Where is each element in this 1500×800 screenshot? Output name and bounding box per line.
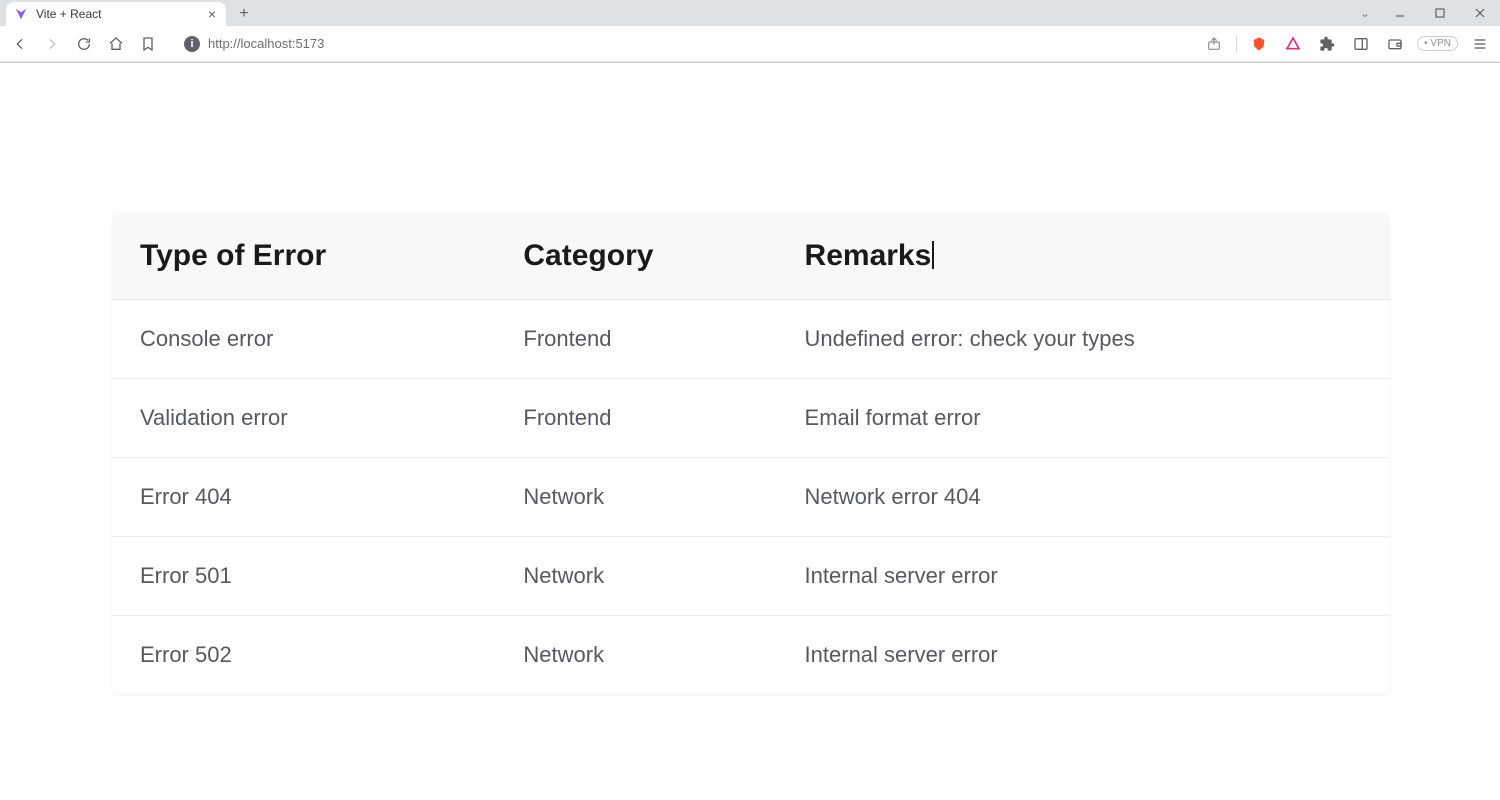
- table-row: Error 404 Network Network error 404: [112, 458, 1390, 537]
- maximize-button[interactable]: [1420, 0, 1460, 26]
- nav-forward-button[interactable]: [40, 32, 64, 56]
- cell-type: Error 502: [112, 616, 495, 695]
- vite-favicon-icon: [14, 7, 28, 21]
- tab-title: Vite + React: [36, 7, 101, 21]
- window-close-button[interactable]: [1460, 0, 1500, 26]
- text-cursor: [932, 241, 934, 269]
- nav-back-button[interactable]: [8, 32, 32, 56]
- cell-remarks: Undefined error: check your types: [777, 300, 1390, 379]
- browser-chrome: Vite + React × + ⌄: [0, 0, 1500, 63]
- table-row: Error 502 Network Internal server error: [112, 616, 1390, 695]
- vpn-badge[interactable]: • VPN: [1417, 36, 1458, 51]
- extensions-icon[interactable]: [1315, 32, 1339, 56]
- separator: [1236, 35, 1237, 53]
- cell-type: Console error: [112, 300, 495, 379]
- site-info-icon[interactable]: i: [184, 36, 200, 52]
- col-header-remarks-text: Remarks: [805, 239, 932, 272]
- cell-category: Frontend: [495, 300, 776, 379]
- browser-toolbar: i http://localhost:5173 • VPN: [0, 26, 1500, 62]
- home-button[interactable]: [104, 32, 128, 56]
- close-tab-icon[interactable]: ×: [208, 7, 216, 21]
- col-header-category: Category: [495, 213, 776, 300]
- toolbar-right: • VPN: [1202, 32, 1492, 56]
- table-row: Error 501 Network Internal server error: [112, 537, 1390, 616]
- cell-category: Network: [495, 616, 776, 695]
- table-row: Console error Frontend Undefined error: …: [112, 300, 1390, 379]
- minimize-button[interactable]: [1380, 0, 1420, 26]
- url-text: http://localhost:5173: [208, 36, 324, 51]
- cell-category: Network: [495, 458, 776, 537]
- cell-remarks: Network error 404: [777, 458, 1390, 537]
- error-table: Type of Error Category Remarks Console e…: [112, 213, 1390, 694]
- tab-strip: Vite + React × + ⌄: [0, 0, 1500, 26]
- table-row: Validation error Frontend Email format e…: [112, 379, 1390, 458]
- brave-shield-icon[interactable]: [1247, 32, 1271, 56]
- wallet-icon[interactable]: [1383, 32, 1407, 56]
- window-controls: ⌄: [1350, 0, 1500, 26]
- table-header-row: Type of Error Category Remarks: [112, 213, 1390, 300]
- col-header-remarks: Remarks: [777, 213, 1390, 300]
- cell-type: Error 404: [112, 458, 495, 537]
- col-header-type: Type of Error: [112, 213, 495, 300]
- reload-button[interactable]: [72, 32, 96, 56]
- cell-remarks: Internal server error: [777, 537, 1390, 616]
- address-bar[interactable]: i http://localhost:5173: [174, 31, 1188, 57]
- menu-icon[interactable]: [1468, 32, 1492, 56]
- cell-remarks: Email format error: [777, 379, 1390, 458]
- sidepanel-icon[interactable]: [1349, 32, 1373, 56]
- cell-type: Validation error: [112, 379, 495, 458]
- brave-rewards-icon[interactable]: [1281, 32, 1305, 56]
- cell-type: Error 501: [112, 537, 495, 616]
- cell-category: Network: [495, 537, 776, 616]
- cell-category: Frontend: [495, 379, 776, 458]
- new-tab-button[interactable]: +: [232, 2, 256, 26]
- bookmark-button[interactable]: [136, 32, 160, 56]
- browser-tab[interactable]: Vite + React ×: [6, 2, 226, 26]
- tabs-dropdown-icon[interactable]: ⌄: [1350, 0, 1380, 26]
- share-icon[interactable]: [1202, 32, 1226, 56]
- page-content: Type of Error Category Remarks Console e…: [0, 63, 1500, 694]
- cell-remarks: Internal server error: [777, 616, 1390, 695]
